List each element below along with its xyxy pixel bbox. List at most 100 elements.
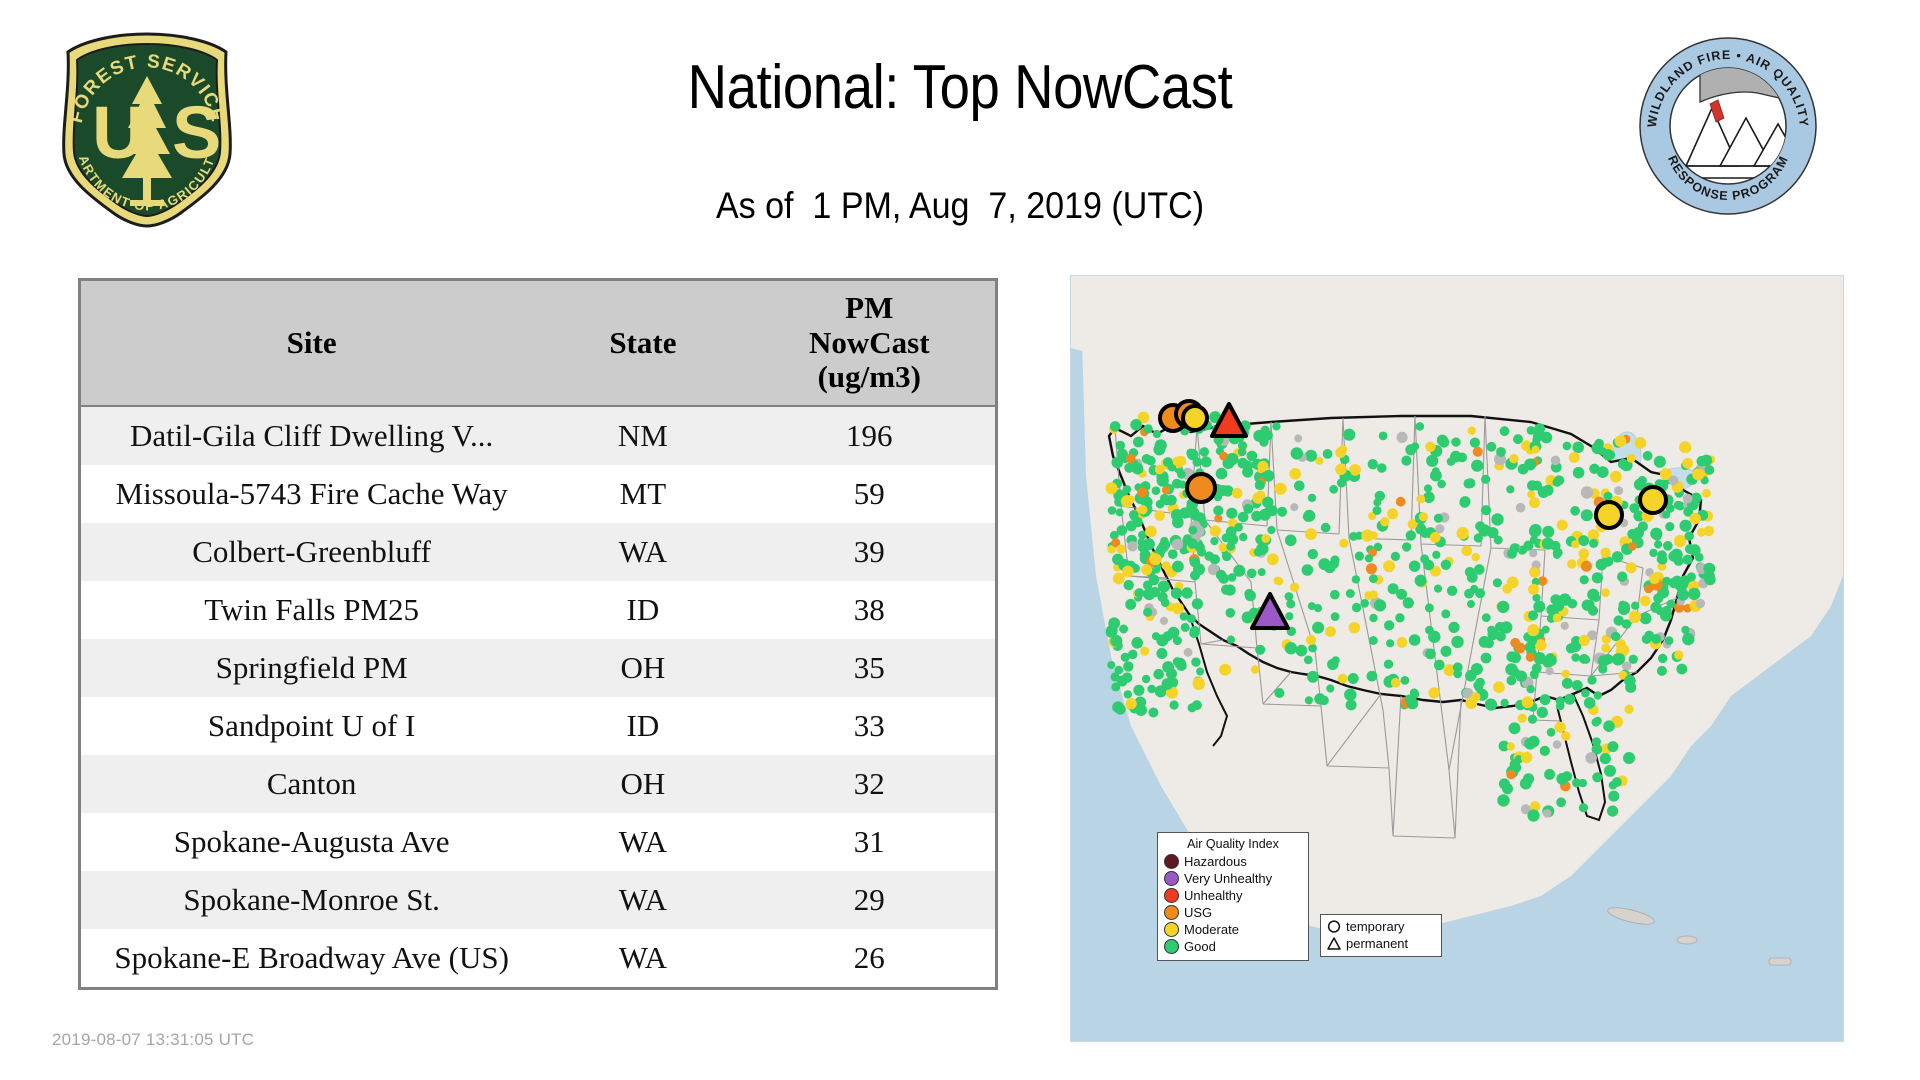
aqi-dot <box>1396 588 1407 600</box>
aqi-dot <box>1219 451 1228 461</box>
aqi-dot <box>1532 593 1541 602</box>
aqi-dot <box>1644 584 1653 594</box>
aqi-dot <box>1132 516 1143 528</box>
aqi-dot <box>1105 482 1118 495</box>
column-header-site[interactable]: Site <box>79 279 543 408</box>
aqi-dot <box>1640 595 1651 607</box>
table-row[interactable]: Twin Falls PM25 ID 38 <box>79 581 997 640</box>
aqi-dot <box>1336 478 1347 488</box>
table-header: Site State PM NowCast (ug/m3) <box>79 279 997 408</box>
table-row[interactable]: Spokane-Augusta Ave WA 31 <box>79 813 997 872</box>
table-row[interactable]: Canton OH 32 <box>79 755 997 814</box>
aqi-dot <box>1528 610 1539 621</box>
aqi-dot <box>1377 463 1387 473</box>
aqi-dot <box>1263 507 1273 516</box>
aqi-dot <box>1330 612 1340 621</box>
aqi-dot <box>1587 529 1599 541</box>
table-row[interactable]: Colbert-Greenbluff WA 39 <box>79 523 997 582</box>
aqi-dot <box>1429 532 1441 543</box>
aqi-dot <box>1180 622 1190 632</box>
aqi-dot <box>1218 573 1229 584</box>
aqi-dot <box>1221 551 1232 562</box>
aqi-dot <box>1571 540 1580 549</box>
map-canvas[interactable] <box>1071 276 1843 1041</box>
aqi-dot <box>1536 706 1548 718</box>
aqi-dot <box>1246 450 1258 462</box>
column-header-state[interactable]: State <box>542 279 744 408</box>
marker-canton[interactable] <box>1638 485 1668 515</box>
aqi-dot <box>1133 436 1144 448</box>
aqi-dot <box>1603 491 1613 501</box>
aqi-dot <box>1133 684 1145 696</box>
aqi-dot <box>1583 697 1596 709</box>
aqi-dot <box>1337 673 1348 684</box>
aqi-dot <box>1473 533 1483 543</box>
aqi-dot <box>1480 505 1492 516</box>
aqi-dot <box>1531 577 1540 586</box>
aqi-dot <box>1613 615 1624 626</box>
aqi-dot <box>1252 492 1264 504</box>
aqi-dot <box>1253 547 1263 557</box>
column-header-pm-nowcast[interactable]: PM NowCast (ug/m3) <box>743 279 997 408</box>
aqi-dot <box>1386 639 1395 648</box>
marker-springfield-pm[interactable] <box>1594 500 1624 530</box>
marker-missoula[interactable] <box>1210 402 1248 438</box>
aqi-dot <box>1497 600 1510 614</box>
aqi-dot <box>1135 704 1147 716</box>
aqi-dot <box>1307 602 1316 611</box>
aqi-dot <box>1692 468 1705 481</box>
aqi-dot <box>1587 675 1597 685</box>
aqi-dot <box>1525 652 1535 662</box>
aqi-dot <box>1562 441 1572 451</box>
aqi-monitor-dots <box>1105 411 1716 822</box>
highlighted-markers[interactable] <box>1158 399 1668 630</box>
table-row[interactable]: Datil-Gila Cliff Dwelling V... NM 196 <box>79 406 997 466</box>
table-row[interactable]: Spokane-Monroe St. WA 29 <box>79 871 997 930</box>
aqi-dot <box>1111 682 1121 692</box>
table-row[interactable]: Springfield PM OH 35 <box>79 639 997 698</box>
table-row[interactable]: Spokane-E Broadway Ave (US) WA 26 <box>79 929 997 989</box>
aqi-dot <box>1626 453 1636 463</box>
aqi-dot <box>1541 537 1554 550</box>
aqi-dot <box>1572 778 1582 788</box>
aqi-dot <box>1506 742 1515 751</box>
aqi-dot <box>1544 768 1556 780</box>
table-row[interactable]: Sandpoint U of I ID 33 <box>79 697 997 756</box>
aqi-dot <box>1225 608 1236 618</box>
aqi-dot <box>1226 453 1239 466</box>
aqi-dot <box>1345 699 1357 711</box>
legend-label: Moderate <box>1184 922 1239 937</box>
aqi-dot <box>1289 468 1301 480</box>
legend-row-permanent: permanent <box>1326 935 1436 952</box>
aqi-dot <box>1238 441 1247 451</box>
legend-air-quality-index: Air Quality Index Hazardous Very Unhealth… <box>1157 832 1309 961</box>
aqi-dot <box>1542 484 1554 496</box>
aqi-dot <box>1227 573 1237 582</box>
aqi-dot <box>1580 486 1594 499</box>
aqi-dot <box>1697 527 1706 537</box>
aqi-dot <box>1524 458 1537 471</box>
generation-timestamp: 2019-08-07 13:31:05 UTC <box>52 1030 255 1049</box>
marker-twin-falls[interactable] <box>1185 472 1217 504</box>
marker-datil-gila[interactable] <box>1250 592 1290 630</box>
aqi-dot <box>1329 484 1339 494</box>
aqi-dot <box>1426 454 1439 467</box>
aqi-dot <box>1107 545 1116 554</box>
aqi-dot <box>1642 450 1653 461</box>
aqi-dot <box>1556 519 1568 531</box>
aqi-dot <box>1508 722 1521 735</box>
aqi-dot <box>1123 690 1132 699</box>
aqi-dot <box>1122 485 1132 494</box>
us-aqi-map[interactable]: Air Quality Index Hazardous Very Unhealth… <box>1070 275 1844 1042</box>
legend-label: Good <box>1184 939 1216 954</box>
aqi-dot <box>1666 599 1676 609</box>
aqi-dot <box>1179 612 1189 621</box>
aqi-dot <box>1395 613 1405 623</box>
marker-colbert-greenbluff[interactable] <box>1181 404 1209 432</box>
table-row[interactable]: Missoula-5743 Fire Cache Way MT 59 <box>79 465 997 524</box>
aqi-dot <box>1440 645 1452 657</box>
aqi-dot <box>1571 680 1583 691</box>
legend-label: USG <box>1184 905 1213 920</box>
aqi-dot <box>1529 567 1540 578</box>
aqi-dot <box>1520 751 1533 764</box>
